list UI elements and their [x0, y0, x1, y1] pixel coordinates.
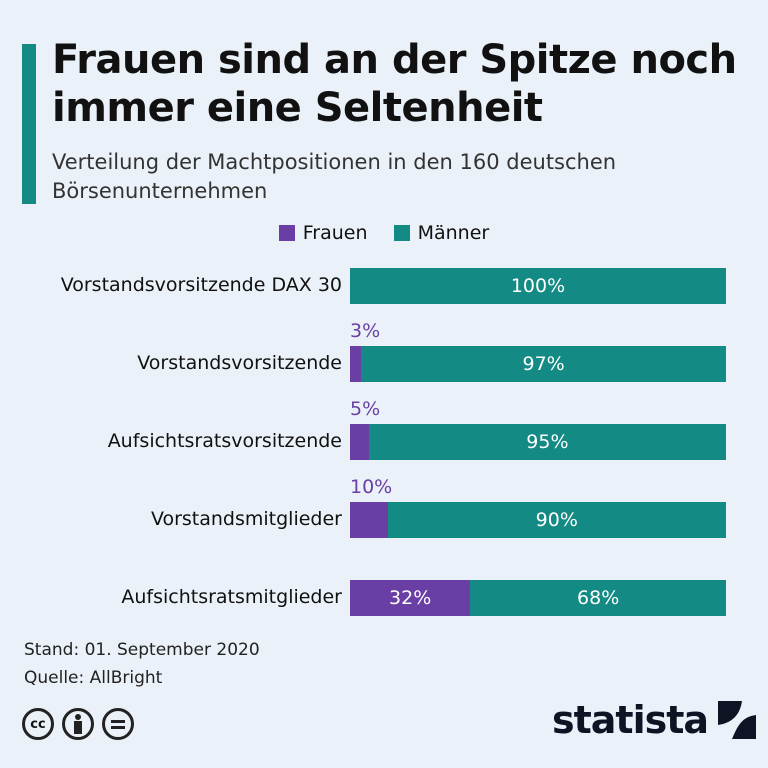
- chart-title: Frauen sind an der Spitze noch immer ein…: [52, 37, 737, 131]
- statista-logo-icon: [718, 701, 757, 739]
- category-label: Aufsichtsratsvorsitzende: [107, 430, 342, 452]
- source-label: Quelle: AllBright: [24, 668, 163, 688]
- date-note: Stand: 01. September 2020: [24, 640, 260, 660]
- data-label: 97%: [522, 353, 565, 375]
- legend-item-maenner: Männer: [393, 222, 490, 244]
- bar-maenner: 68%: [470, 580, 726, 616]
- accent-bar: [22, 44, 36, 204]
- data-label: 90%: [535, 509, 578, 531]
- chart-subtitle: Verteilung der Machtpositionen in den 16…: [52, 150, 617, 203]
- bar-maenner: 100%: [350, 268, 726, 304]
- legend-item-frauen: Frauen: [278, 222, 368, 244]
- bar-maenner: 97%: [361, 346, 726, 382]
- logo-text: statista: [552, 698, 709, 742]
- legend-swatch: [278, 225, 295, 241]
- category-label: Aufsichtsratsmitglieder: [121, 586, 342, 608]
- category-label: Vorstandsvorsitzende DAX 30: [60, 274, 342, 296]
- legend-label: Männer: [417, 222, 490, 244]
- legend-label: Frauen: [302, 222, 368, 244]
- bar-frauen: [350, 502, 388, 538]
- cc-icon: cc: [22, 708, 54, 740]
- category-label: Vorstandsvorsitzende: [137, 352, 342, 374]
- bar-frauen: [350, 346, 362, 382]
- data-label: 5%: [350, 398, 381, 420]
- bar-frauen: 32%: [350, 580, 471, 616]
- data-label: 3%: [350, 320, 381, 342]
- nd-icon: [102, 708, 134, 740]
- statista-logo[interactable]: statista: [552, 698, 757, 742]
- bar-maenner: 90%: [387, 502, 726, 538]
- bar-maenner: 95%: [368, 424, 726, 460]
- data-label: 100%: [510, 275, 566, 297]
- source-note: Stand: 01. September 2020 Quelle: AllBri…: [24, 636, 260, 692]
- license-icons: cc: [22, 708, 134, 740]
- legend-swatch: [393, 225, 410, 241]
- legend: Frauen Männer: [0, 222, 768, 246]
- data-label: 68%: [577, 587, 620, 609]
- bar-frauen: [350, 424, 369, 460]
- data-label: 95%: [526, 431, 569, 453]
- by-icon: [62, 708, 94, 740]
- data-label: 10%: [350, 476, 393, 498]
- category-label: Vorstandsmitglieder: [150, 508, 342, 530]
- data-label: 32%: [389, 587, 432, 609]
